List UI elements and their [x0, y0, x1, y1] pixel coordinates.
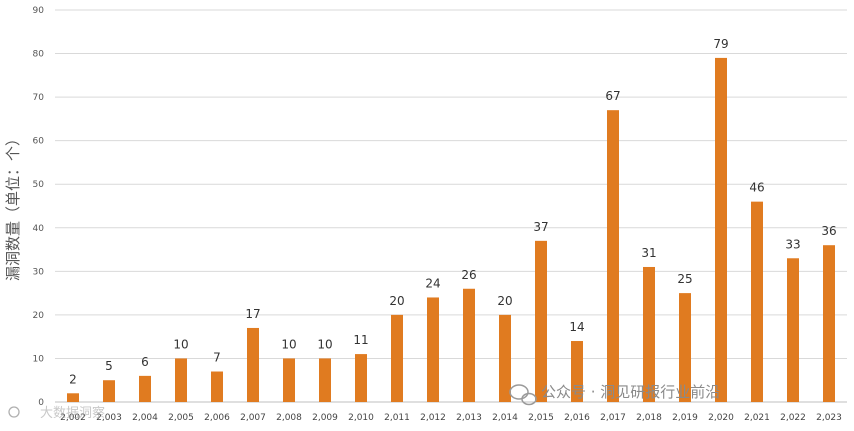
bar [787, 258, 799, 402]
bar [319, 358, 331, 402]
bar [535, 240, 547, 402]
x-tick-label: 2,014 [492, 413, 518, 423]
bar [175, 358, 187, 402]
data-label: 33 [785, 237, 800, 251]
bar [247, 327, 259, 402]
x-tick-label: 2,007 [240, 413, 266, 423]
y-tick-label: 30 [33, 267, 45, 277]
x-tick-label: 2,015 [528, 413, 554, 423]
x-tick-label: 2,018 [636, 413, 662, 423]
bar [211, 371, 223, 402]
y-tick-label: 0 [38, 398, 44, 408]
y-axis-label: 漏洞数量（单位：个） [4, 131, 22, 281]
x-tick-label: 2,006 [204, 413, 230, 423]
x-tick-label: 2,009 [312, 413, 338, 423]
y-tick-label: 60 [33, 137, 45, 147]
x-tick-label: 2,011 [384, 413, 410, 423]
data-label: 36 [821, 224, 836, 238]
data-label: 10 [173, 337, 188, 351]
data-label: 6 [141, 355, 149, 369]
y-tick-label: 50 [33, 180, 45, 190]
y-tick-label: 70 [33, 93, 45, 103]
data-label: 10 [281, 337, 296, 351]
data-label: 24 [425, 276, 440, 290]
bar [355, 354, 367, 402]
x-tick-label: 2,003 [96, 413, 122, 423]
y-tick-label: 90 [33, 6, 45, 16]
x-tick-label: 2,008 [276, 413, 302, 423]
data-label: 10 [317, 337, 332, 351]
bar [607, 110, 619, 402]
x-tick-label: 2,019 [672, 413, 698, 423]
bar [679, 293, 691, 402]
x-tick-label: 2,002 [60, 413, 86, 423]
y-tick-label: 10 [33, 354, 45, 364]
data-label: 37 [533, 220, 548, 234]
bar [463, 288, 475, 402]
corner-watermark: 大数据洞察 [40, 406, 105, 421]
x-tick-label: 2,022 [780, 413, 806, 423]
data-label: 11 [353, 333, 368, 347]
x-tick-label: 2,010 [348, 413, 374, 423]
x-tick-label: 2,017 [600, 413, 626, 423]
x-tick-label: 2,023 [816, 413, 842, 423]
x-tick-label: 2,020 [708, 413, 734, 423]
bar [643, 266, 655, 402]
x-tick-label: 2,012 [420, 413, 446, 423]
data-label: 20 [389, 294, 404, 308]
bar [499, 314, 511, 402]
data-label: 14 [569, 320, 584, 334]
corner-logo-icon [8, 406, 20, 418]
data-label: 5 [105, 359, 113, 373]
x-tick-label: 2,021 [744, 413, 770, 423]
data-label: 79 [713, 37, 728, 51]
bar [391, 314, 403, 402]
bar [571, 341, 583, 402]
data-label: 31 [641, 246, 656, 260]
bar [103, 380, 115, 402]
watermark-text: 公众号 · 洞见研报行业前沿 [541, 383, 720, 401]
data-label: 25 [677, 272, 692, 286]
data-label: 2 [69, 372, 77, 386]
bar [751, 201, 763, 402]
bar [67, 393, 79, 402]
data-label: 20 [497, 294, 512, 308]
x-tick-label: 2,005 [168, 413, 194, 423]
x-tick-label: 2,013 [456, 413, 482, 423]
bar [715, 57, 727, 403]
data-label: 7 [213, 351, 221, 365]
y-tick-label: 20 [33, 311, 45, 321]
y-tick-label: 40 [33, 224, 45, 234]
bar [427, 297, 439, 402]
x-tick-label: 2,016 [564, 413, 590, 423]
data-label: 26 [461, 268, 476, 282]
wechat-icon [509, 384, 537, 406]
x-tick-label: 2,004 [132, 413, 158, 423]
bar [283, 358, 295, 402]
data-label: 46 [749, 181, 764, 195]
data-label: 17 [245, 307, 260, 321]
data-label: 67 [605, 89, 620, 103]
bar [139, 375, 151, 402]
bar [823, 245, 835, 402]
y-tick-label: 80 [33, 50, 45, 60]
